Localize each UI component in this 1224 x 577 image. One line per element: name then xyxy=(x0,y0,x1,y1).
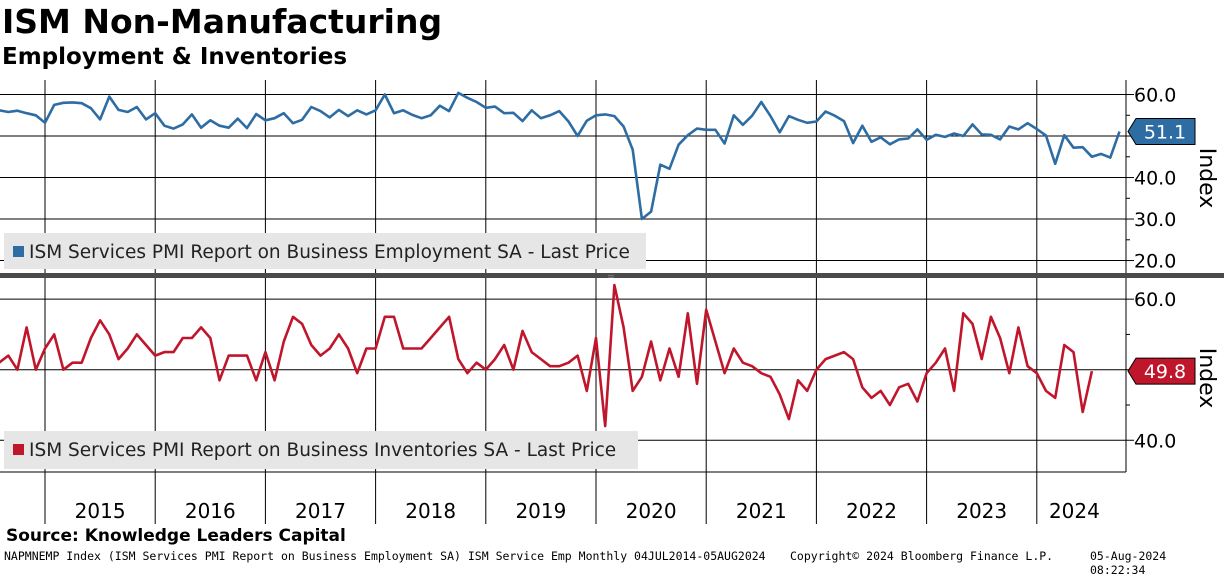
inventories-y-tick-label: 60.0 xyxy=(1134,289,1176,311)
inventories-y-tick-label: 40.0 xyxy=(1134,430,1176,452)
x-tick-label-year: 2019 xyxy=(515,499,566,523)
inventories-series-line xyxy=(0,283,1094,428)
chart-subtitle: Employment & Inventories xyxy=(2,44,348,70)
x-tick-label-year: 2015 xyxy=(75,499,126,523)
employment-last-price-label: 51.1 xyxy=(1144,121,1186,143)
inventories-legend: ISM Services PMI Report on Business Inve… xyxy=(4,431,638,469)
employment-y-axis: 20.0 30.0 40.0 60.0 xyxy=(1125,80,1176,273)
employment-legend-box xyxy=(4,233,646,269)
employment-legend-swatch xyxy=(13,246,24,257)
employment-y-tick-label: 20.0 xyxy=(1134,251,1176,273)
divider-handle-icon[interactable]: = xyxy=(607,272,615,282)
employment-series-line xyxy=(0,91,1121,221)
chart-title: ISM Non-Manufacturing xyxy=(2,2,443,41)
inventories-last-price-tag: 49.8 xyxy=(1127,357,1196,385)
x-tick-label-year: 2021 xyxy=(736,499,787,523)
inventories-legend-swatch xyxy=(13,444,24,455)
employment-y-tick-label: 60.0 xyxy=(1134,85,1176,107)
employment-y-tick-label: 30.0 xyxy=(1134,209,1176,231)
inventories-y-axis: 40.0 60.0 xyxy=(1125,278,1176,472)
panel-divider[interactable] xyxy=(0,273,1224,278)
x-tick-label-year: 2023 xyxy=(956,499,1007,523)
x-tick-label-year: 2017 xyxy=(295,499,346,523)
inventories-last-price-label: 49.8 xyxy=(1144,361,1186,383)
footer-copyright: Copyright© 2024 Bloomberg Finance L.P. xyxy=(790,549,1054,563)
source-note: Source: Knowledge Leaders Capital xyxy=(6,526,346,546)
x-tick-label-year: 2018 xyxy=(405,499,456,523)
employment-y-tick-label: 40.0 xyxy=(1134,168,1176,190)
inventories-last-price-marker xyxy=(1127,357,1196,385)
inventories-legend-box xyxy=(4,431,638,469)
footer-timestamp: 05-Aug-2024 08:22:34 xyxy=(1090,549,1167,577)
x-tick-label-year: 2020 xyxy=(626,499,677,523)
footer-ticker-info: NAPMNEMP Index (ISM Services PMI Report … xyxy=(4,549,766,563)
chart-area: = 20.0 30.0 40.0 60.0 ISM Services PMI Repo… xyxy=(0,80,1224,524)
x-axis: 2015 2016 2017 2018 2019 2020 2021 2022 2023 2024 xyxy=(0,471,1126,524)
inventories-y-axis-label: Index xyxy=(1194,348,1219,409)
employment-last-price-marker xyxy=(1127,117,1196,145)
inventories-legend-text: ISM Services PMI Report on Business Inve… xyxy=(29,440,616,461)
employment-legend-text: ISM Services PMI Report on Business Empl… xyxy=(29,242,630,263)
x-tick-label-year: 2022 xyxy=(846,499,897,523)
x-tick-label-year: 2016 xyxy=(185,499,236,523)
employment-y-axis-label: Index xyxy=(1194,148,1219,209)
employment-legend: ISM Services PMI Report on Business Empl… xyxy=(4,233,646,269)
employment-last-price-tag: 51.1 xyxy=(1127,117,1196,145)
x-tick-label-year: 2024 xyxy=(1049,499,1100,523)
